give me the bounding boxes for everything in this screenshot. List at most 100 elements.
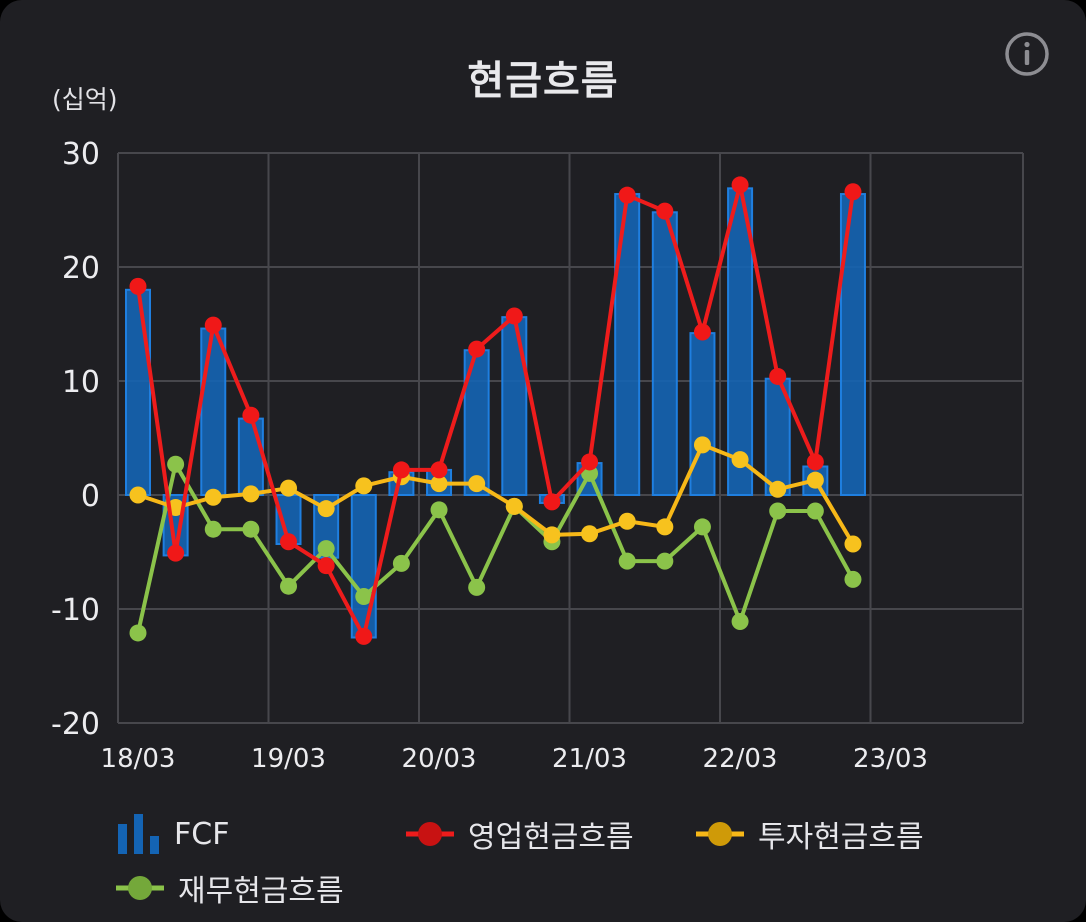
x-tick-label: 18/03	[101, 744, 176, 774]
legend-label-financing: 재무현금흐름	[178, 874, 344, 909]
operating-cash-flow-point	[355, 627, 373, 645]
operating-cash-flow-point	[731, 176, 749, 194]
investing-cash-flow-point	[656, 518, 674, 536]
financing-cash-flow-point	[731, 613, 749, 631]
financing-cash-flow-point	[693, 518, 711, 536]
investing-cash-flow-point	[581, 525, 599, 543]
operating-cash-flow-point	[656, 202, 674, 220]
financing-cash-flow-point	[618, 552, 636, 570]
fcf-bar	[689, 332, 716, 496]
operating-cash-flow-point	[769, 367, 787, 385]
financing-cash-flow-point	[468, 578, 486, 596]
y-tick-label: 10	[62, 365, 100, 400]
financing-cash-flow-point	[656, 552, 674, 570]
operating-cash-flow-point	[392, 461, 410, 479]
operating-cash-flow-point	[618, 186, 636, 204]
y-tick-label: -20	[51, 707, 100, 742]
fcf-bar	[501, 316, 528, 496]
x-tick-label: 19/03	[251, 744, 326, 774]
x-tick-label: 22/03	[703, 744, 778, 774]
legend-item-fcf[interactable]: FCF	[116, 812, 229, 856]
operating-cash-flow-point	[806, 453, 824, 471]
investing-cash-flow-point	[129, 486, 147, 504]
investing-cash-flow-point	[242, 485, 260, 503]
bar-chart-icon	[118, 814, 159, 854]
fcf-bar	[237, 417, 264, 496]
financing-cash-flow-point	[280, 577, 298, 595]
fcf-bar	[727, 187, 754, 496]
operating-cash-flow-point	[844, 183, 862, 201]
financing-cash-flow-point	[317, 540, 335, 558]
investing-cash-flow-point	[355, 477, 373, 495]
investing-cash-flow-point	[693, 436, 711, 454]
investing-cash-flow-point	[468, 475, 486, 493]
green-line-marker-icon	[116, 876, 164, 900]
x-tick-label: 20/03	[402, 744, 477, 774]
operating-cash-flow-line	[136, 182, 855, 639]
investing-cash-flow-point	[769, 480, 787, 498]
operating-cash-flow-point	[167, 544, 185, 562]
legend-item-financing[interactable]: 재무현금흐름	[116, 866, 344, 910]
investing-cash-flow-point	[317, 500, 335, 518]
operating-cash-flow-point	[505, 307, 523, 325]
financing-cash-flow-point	[769, 502, 787, 520]
financing-cash-flow-point	[242, 520, 260, 538]
operating-cash-flow-point	[317, 557, 335, 575]
investing-cash-flow-series	[129, 436, 862, 553]
fcf-bar	[200, 327, 227, 496]
financing-cash-flow-point	[430, 501, 448, 519]
legend-label-operating: 영업현금흐름	[468, 820, 634, 855]
operating-cash-flow-point	[543, 493, 561, 511]
operating-cash-flow-point	[129, 277, 147, 295]
investing-cash-flow-point	[430, 475, 448, 493]
y-tick-label: 0	[81, 479, 100, 514]
red-line-marker-icon	[406, 822, 454, 846]
financing-cash-flow-point	[129, 624, 147, 642]
financing-cash-flow-point	[355, 587, 373, 605]
operating-cash-flow-point	[581, 453, 599, 471]
investing-cash-flow-point	[806, 471, 824, 489]
fcf-bar	[350, 494, 377, 639]
yellow-line-marker-icon	[696, 822, 744, 846]
financing-cash-flow-point	[204, 520, 222, 538]
operating-cash-flow-point	[468, 340, 486, 358]
legend-label-investing: 투자현금흐름	[758, 820, 924, 855]
operating-cash-flow-point	[280, 533, 298, 551]
fcf-bar	[651, 211, 678, 496]
investing-cash-flow-point	[505, 497, 523, 515]
investing-cash-flow-point	[280, 479, 298, 497]
operating-cash-flow-point	[430, 461, 448, 479]
financing-cash-flow-point	[392, 554, 410, 572]
y-tick-label: 20	[62, 251, 100, 286]
info-icon[interactable]	[1004, 31, 1050, 77]
operating-cash-flow-point	[242, 406, 260, 424]
investing-cash-flow-point	[844, 535, 862, 553]
financing-cash-flow-series	[129, 455, 862, 642]
legend-label-fcf: FCF	[174, 816, 230, 852]
investing-cash-flow-point	[543, 526, 561, 544]
x-tick-label: 23/03	[853, 744, 928, 774]
financing-cash-flow-point	[844, 570, 862, 588]
legend-item-operating[interactable]: 영업현금흐름	[406, 812, 634, 856]
operating-cash-flow-point	[204, 316, 222, 334]
operating-cash-flow-point	[693, 323, 711, 341]
y-tick-label: 30	[62, 137, 100, 172]
grid	[117, 152, 1024, 724]
fcf-bar	[125, 288, 151, 496]
x-tick-label: 21/03	[552, 744, 627, 774]
financing-cash-flow-point	[167, 455, 185, 473]
investing-cash-flow-point	[731, 451, 749, 469]
chart-title: 현금흐름	[467, 58, 619, 104]
investing-cash-flow-point	[618, 512, 636, 530]
investing-cash-flow-point	[204, 488, 222, 506]
y-axis-unit-label: (십억)	[52, 85, 118, 114]
financing-cash-flow-point	[806, 502, 824, 520]
financing-cash-flow-line	[136, 462, 855, 634]
legend-item-investing[interactable]: 투자현금흐름	[696, 812, 924, 856]
y-tick-label: -10	[51, 593, 100, 628]
fcf-bar	[614, 193, 641, 496]
operating-cash-flow-series	[129, 176, 862, 645]
